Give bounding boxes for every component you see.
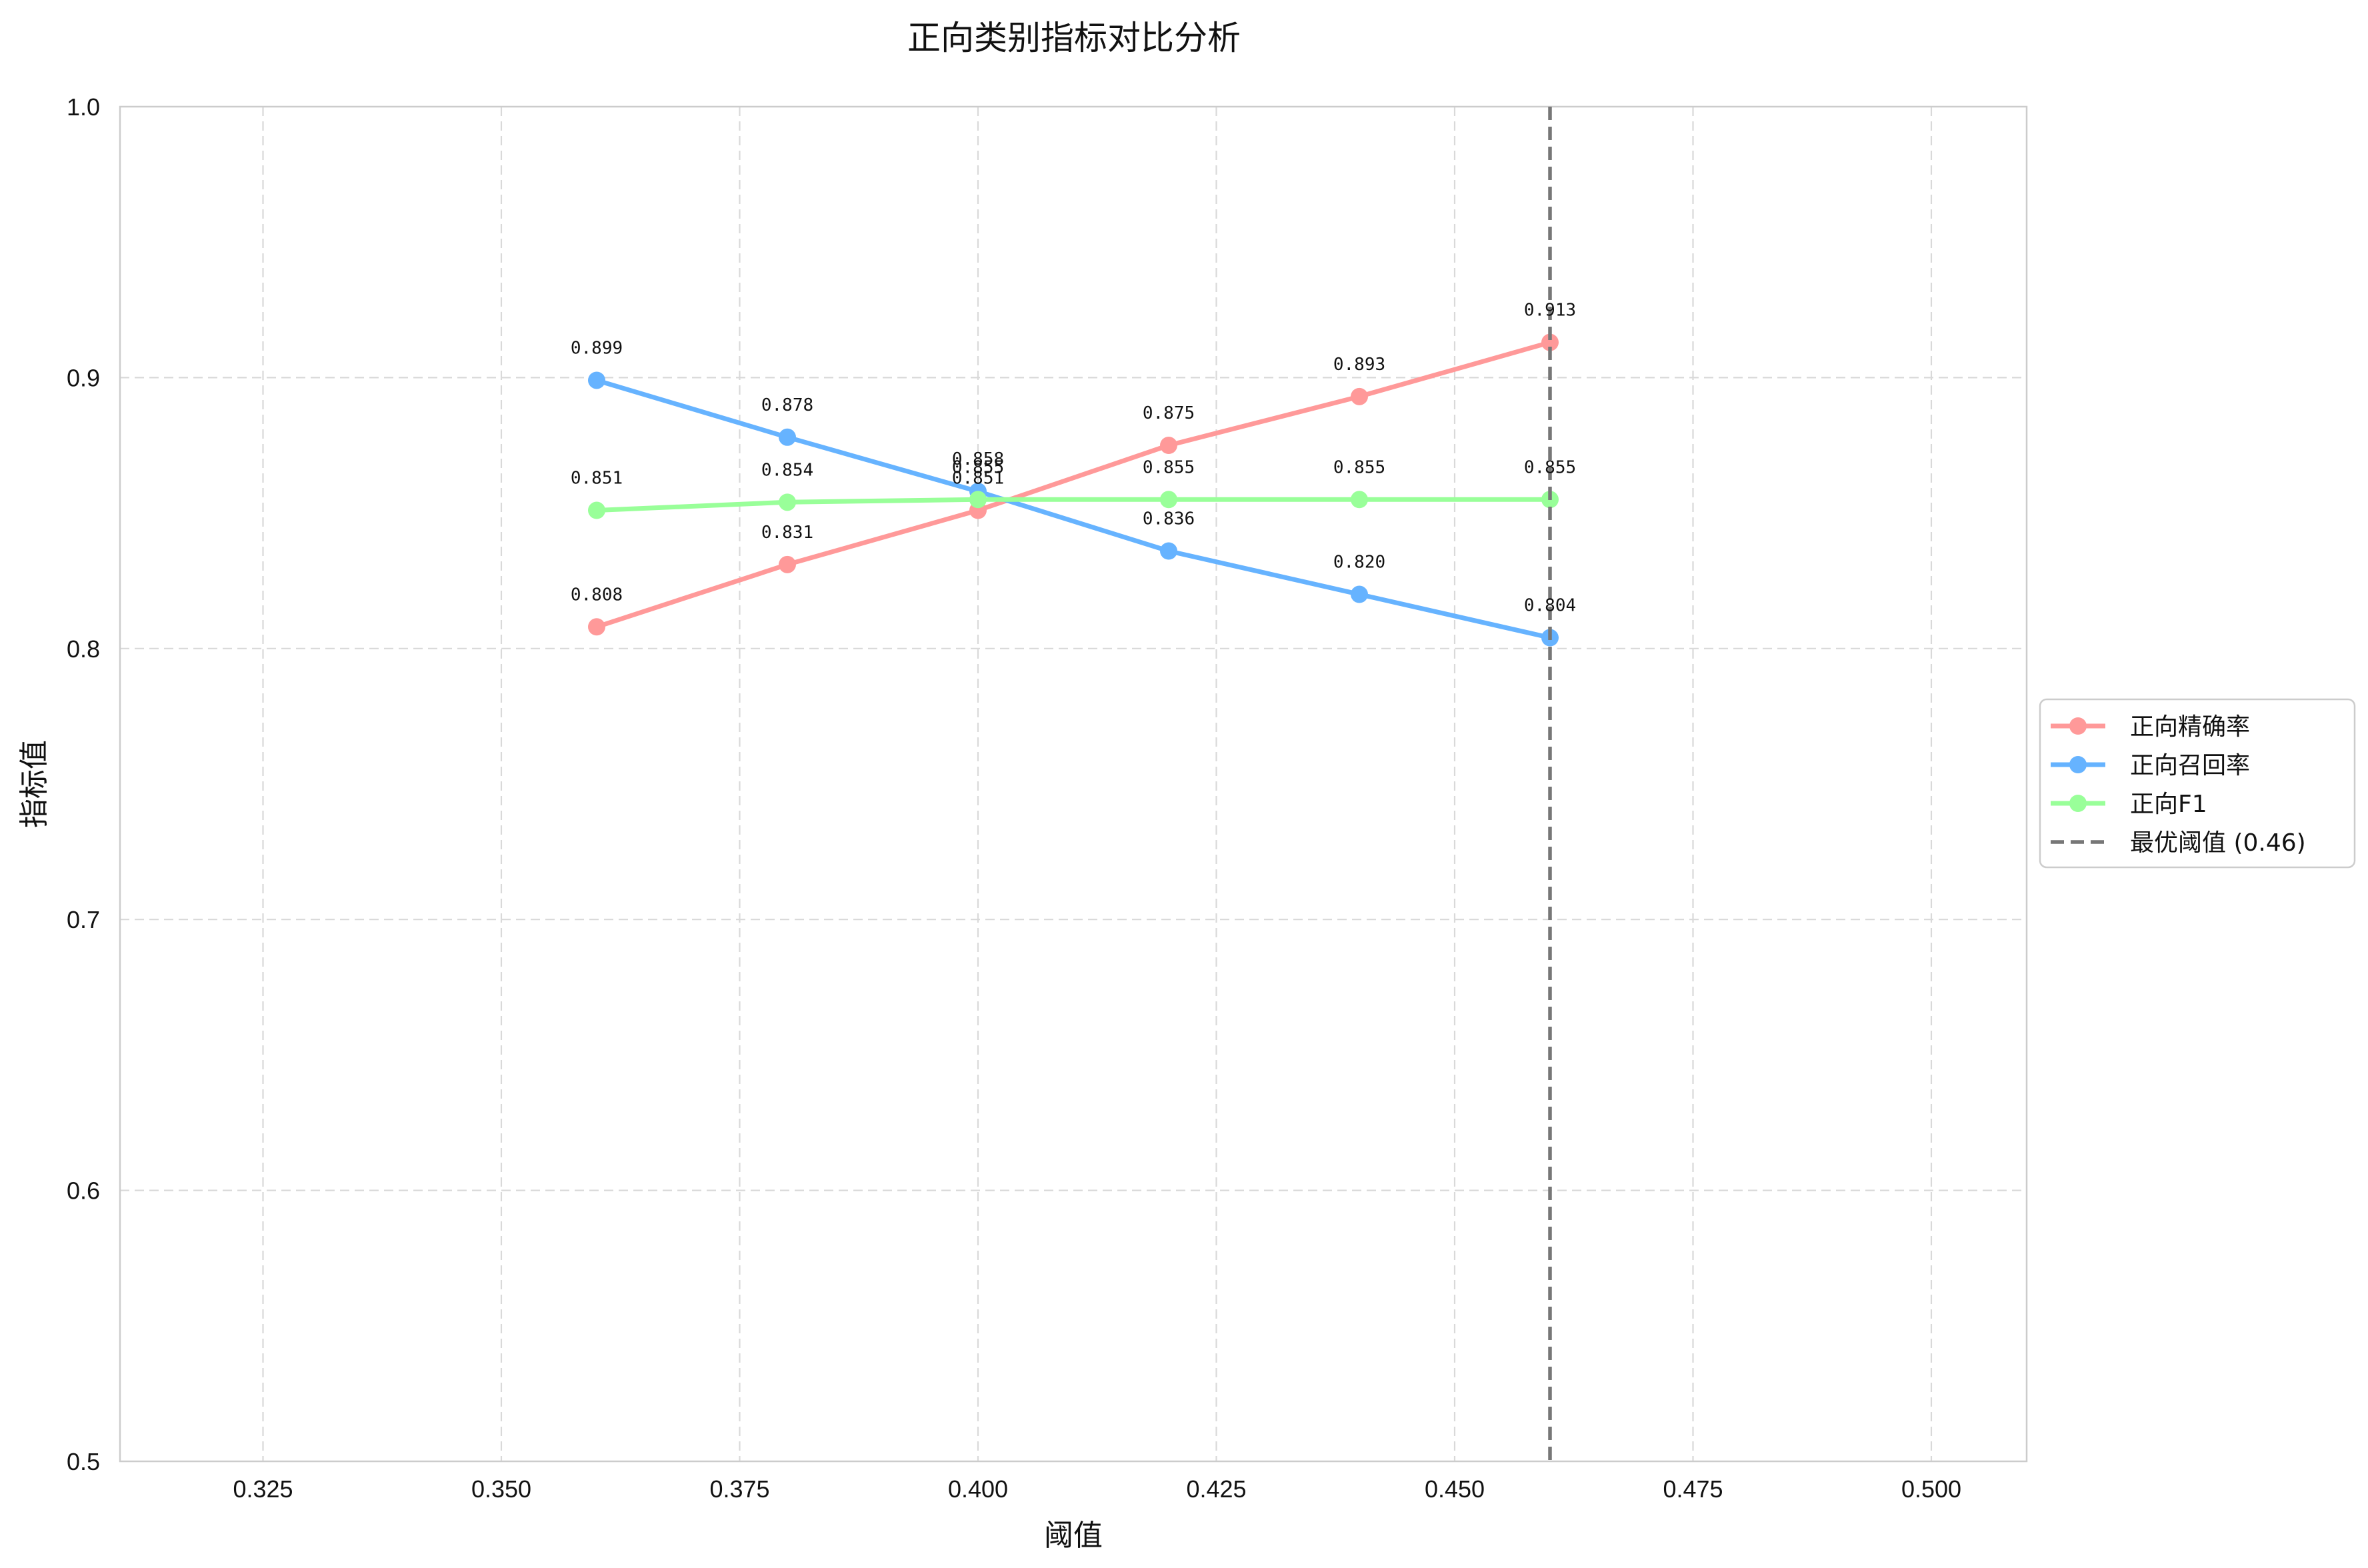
series-line xyxy=(594,497,1553,513)
data-label: 0.858 xyxy=(952,449,1004,469)
legend-marker-swatch xyxy=(2069,717,2087,735)
data-label: 0.808 xyxy=(571,585,623,605)
y-axis-label: 指标值 xyxy=(17,740,51,828)
series-point xyxy=(779,428,796,446)
series-point xyxy=(1160,491,1177,509)
series-layer xyxy=(588,333,1559,647)
data-label: 0.831 xyxy=(761,523,813,543)
series-point xyxy=(779,555,796,573)
data-label: 0.855 xyxy=(1524,457,1576,477)
data-label: 0.854 xyxy=(761,460,813,480)
data-label: 0.855 xyxy=(1333,457,1385,477)
x-axis-label: 阈值 xyxy=(1044,1519,1103,1553)
legend-item: 最优阈值 (0.46) xyxy=(2051,829,2306,857)
legend-label: 最优阈值 (0.46) xyxy=(2130,829,2306,857)
y-tick-label: 0.8 xyxy=(67,635,100,663)
legend-box xyxy=(2039,698,2356,869)
data-label: 0.820 xyxy=(1333,553,1385,573)
series-point xyxy=(969,491,987,509)
data-label: 0.913 xyxy=(1524,301,1576,321)
data-label: 0.804 xyxy=(1524,596,1576,616)
x-tick-label: 0.425 xyxy=(1186,1475,1246,1503)
series-point xyxy=(1351,585,1368,603)
y-tick-label: 0.9 xyxy=(67,364,100,391)
y-tick-label: 1.0 xyxy=(67,93,100,121)
series-line xyxy=(594,340,1553,629)
data-label: 0.899 xyxy=(571,338,623,358)
series-line xyxy=(594,378,1553,640)
data-label: 0.836 xyxy=(1143,509,1195,529)
x-tick-label: 0.350 xyxy=(471,1475,531,1503)
legend-marker-swatch xyxy=(2069,795,2087,812)
series-point xyxy=(1351,387,1368,405)
data-label: 0.855 xyxy=(952,457,1004,477)
series-point xyxy=(1541,333,1559,351)
data-label: 0.851 xyxy=(571,469,623,489)
legend-label: 正向召回率 xyxy=(2130,752,2250,779)
data-labels-layer: 0.808 0.831 0.851 0.875 0.893 0.913 0.899 0.878… xyxy=(571,301,1576,616)
series-3 xyxy=(588,491,1559,519)
x-tick-label: 0.325 xyxy=(233,1475,293,1503)
series-point xyxy=(588,371,605,389)
legend-label: 正向F1 xyxy=(2130,791,2207,818)
data-label: 0.851 xyxy=(952,469,1004,489)
y-tick-label: 0.7 xyxy=(67,906,100,933)
x-tick-label: 0.400 xyxy=(948,1475,1008,1503)
x-axis-ticks: 0.325 0.350 0.375 0.400 0.425 0.450 0.475 0.500 xyxy=(233,1475,1961,1503)
y-axis-ticks: 0.5 0.6 0.7 0.8 0.9 1.0 xyxy=(67,93,100,1475)
legend-label: 正向精确率 xyxy=(2130,713,2250,741)
series-point xyxy=(779,493,796,511)
data-label: 0.875 xyxy=(1143,403,1195,423)
series-point xyxy=(588,618,605,636)
plot-area-frame xyxy=(119,105,2028,1463)
x-tick-label: 0.500 xyxy=(1901,1475,1961,1503)
x-tick-label: 0.450 xyxy=(1425,1475,1485,1503)
legend-item: 正向F1 xyxy=(2051,791,2207,818)
legend-item: 正向召回率 xyxy=(2051,752,2250,779)
chart-title: 正向类别指标对比分析 xyxy=(907,19,1241,57)
series-point xyxy=(1160,542,1177,560)
y-tick-label: 0.6 xyxy=(67,1177,100,1205)
x-tick-label: 0.475 xyxy=(1663,1475,1723,1503)
data-label: 0.893 xyxy=(1333,355,1385,375)
legend-marker-swatch xyxy=(2069,756,2087,773)
series-point xyxy=(1160,437,1177,454)
data-label: 0.855 xyxy=(1143,457,1195,477)
y-tick-label: 0.5 xyxy=(67,1448,100,1475)
grid xyxy=(120,107,2027,1461)
x-tick-label: 0.375 xyxy=(709,1475,769,1503)
legend-item: 正向精确率 xyxy=(2051,713,2250,741)
series-point xyxy=(588,501,605,519)
series-point xyxy=(1351,491,1368,509)
data-label: 0.878 xyxy=(761,395,813,415)
